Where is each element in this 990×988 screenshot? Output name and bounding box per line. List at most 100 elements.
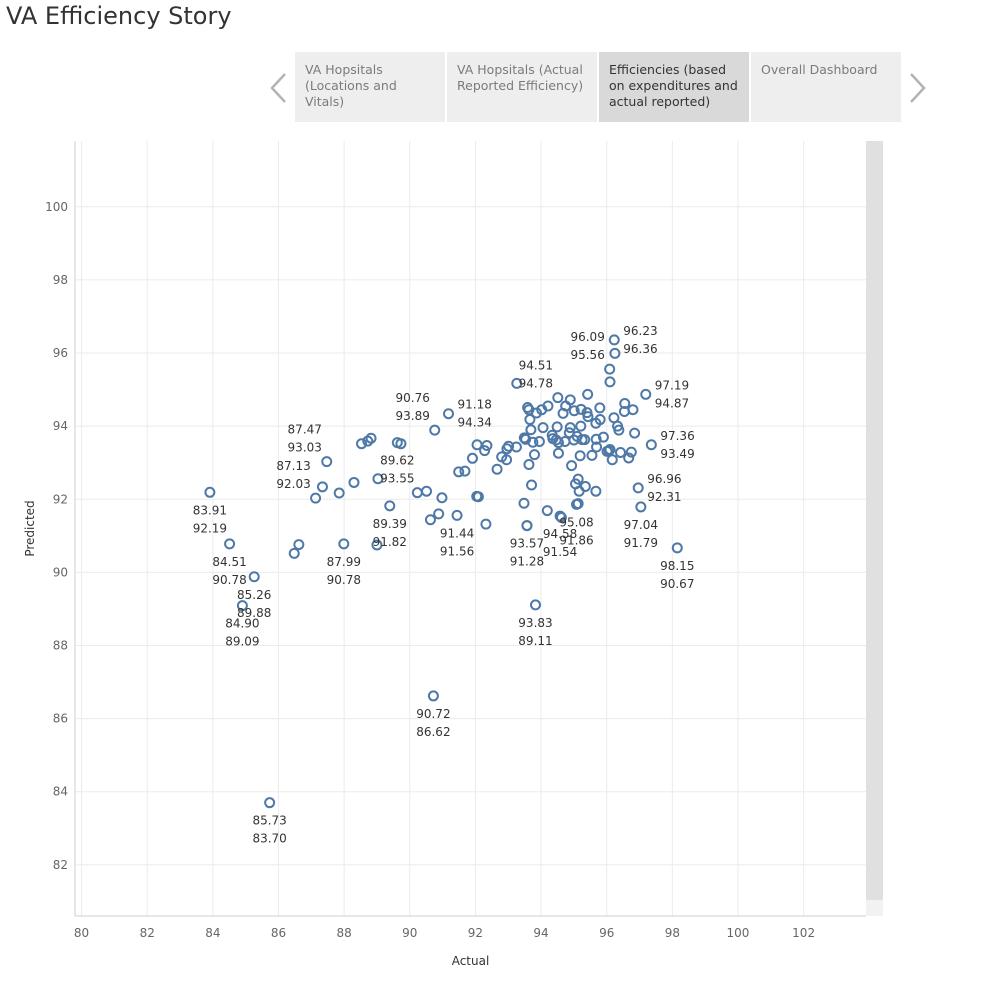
prev-story-button[interactable] [266,72,290,104]
data-point [537,422,549,434]
data-point [564,394,576,406]
data-point [604,363,616,375]
x-tick-label: 102 [792,926,815,940]
point-label-predicted: 91.79 [624,536,658,550]
data-point [613,424,625,436]
data-point [480,518,492,530]
point-label-predicted: 91.86 [559,533,593,547]
data-point [557,407,569,419]
data-point [321,456,333,468]
x-tick-label: 98 [665,926,680,940]
y-tick-label: 94 [53,419,68,433]
page-title: VA Efficiency Story [6,2,232,30]
data-point [671,542,683,554]
y-axis-title: Predicted [23,500,37,556]
point-label-predicted: 94.87 [655,396,689,410]
point-label-actual: 94.58 [543,527,577,541]
data-point [365,432,377,444]
point-label-predicted: 94.78 [519,377,553,391]
point-label-actual: 90.76 [396,391,430,405]
data-point [564,422,576,434]
data-point [411,487,423,499]
data-point [501,443,513,455]
point-label-actual: 96.09 [570,330,604,344]
tab-efficiencies[interactable]: Efficiencies (based on expenditures and … [599,52,749,122]
vertical-scrollbar-thumb[interactable] [866,141,883,900]
data-point [645,439,657,451]
point-label-predicted: 95.56 [570,348,604,362]
point-label-actual: 96.23 [623,324,657,338]
x-tick-label: 100 [727,926,750,940]
data-point [590,485,602,497]
point-label-predicted: 92.03 [276,477,310,491]
data-point [526,479,538,491]
y-tick-label: 92 [53,492,68,506]
data-point [576,434,588,446]
tab-overall-dashboard[interactable]: Overall Dashboard [751,52,901,122]
data-point [424,514,436,526]
x-tick-label: 90 [402,926,417,940]
data-point [554,510,566,522]
data-point [555,512,567,524]
point-label-predicted: 93.49 [660,447,694,461]
data-point [601,445,613,457]
tab-va-hospitals-locations[interactable]: VA Hopsitals (Locations and Vitals) [295,52,445,122]
point-label-actual: 84.51 [212,555,246,569]
tab-va-hospitals-actual[interactable]: VA Hopsitals (Actual Reported Efficiency… [447,52,597,122]
point-label-predicted: 83.70 [252,832,286,846]
data-point [627,404,639,416]
data-point [527,436,539,448]
point-label-actual: 98.15 [660,559,694,573]
data-point [371,539,383,551]
x-tick-label: 86 [271,926,286,940]
data-point [479,445,491,457]
x-tick-label: 92 [468,926,483,940]
scatter-chart: 80 82 84 86 88 90 92 94 96 98 100 102 82 84 86 88 90 92 94… [23,141,866,968]
y-tick-label: 86 [53,712,68,726]
point-label-actual: 97.04 [624,518,658,532]
data-point [451,509,463,521]
data-point [552,392,564,404]
x-tick-label: 80 [74,926,89,940]
point-label-actual: 87.13 [276,459,310,473]
data-point [590,433,602,445]
point-label-actual: 90.72 [416,707,450,721]
data-point [384,500,396,512]
point-label-predicted: 91.82 [373,535,407,549]
y-tick-label: 96 [53,346,68,360]
data-point [395,438,407,450]
data-point [491,463,503,475]
x-tick-label: 84 [205,926,220,940]
data-point [248,571,260,583]
point-label-predicted: 89.09 [225,635,259,649]
point-label-predicted: 94.34 [458,416,492,430]
point-label-predicted: 89.11 [518,634,552,648]
point-label-actual: 89.39 [373,517,407,531]
data-point [421,485,433,497]
data-point [518,497,530,509]
data-point [511,377,523,389]
point-label-predicted: 93.03 [288,441,322,455]
data-point [572,498,584,510]
data-point [575,420,587,432]
point-label-actual: 84.90 [225,617,259,631]
data-point [443,408,455,420]
point-label-actual: 97.36 [660,429,694,443]
data-point [427,690,439,702]
y-tick-label: 98 [53,273,68,287]
point-label-actual: 96.96 [647,472,681,486]
data-point [224,538,236,550]
point-label-predicted: 90.78 [327,573,361,587]
x-tick-label: 88 [336,926,351,940]
data-point [524,414,536,426]
data-point [529,599,541,611]
point-label-predicted: 93.89 [396,409,430,423]
point-label-predicted: 90.78 [212,573,246,587]
next-story-button[interactable] [906,72,930,104]
point-label-predicted: 86.62 [416,725,450,739]
point-label-predicted: 91.28 [510,555,544,569]
point-label-actual: 87.47 [288,423,322,437]
point-label-actual: 93.83 [518,616,552,630]
chevron-left-icon [270,73,286,103]
point-label-actual: 87.99 [327,555,361,569]
